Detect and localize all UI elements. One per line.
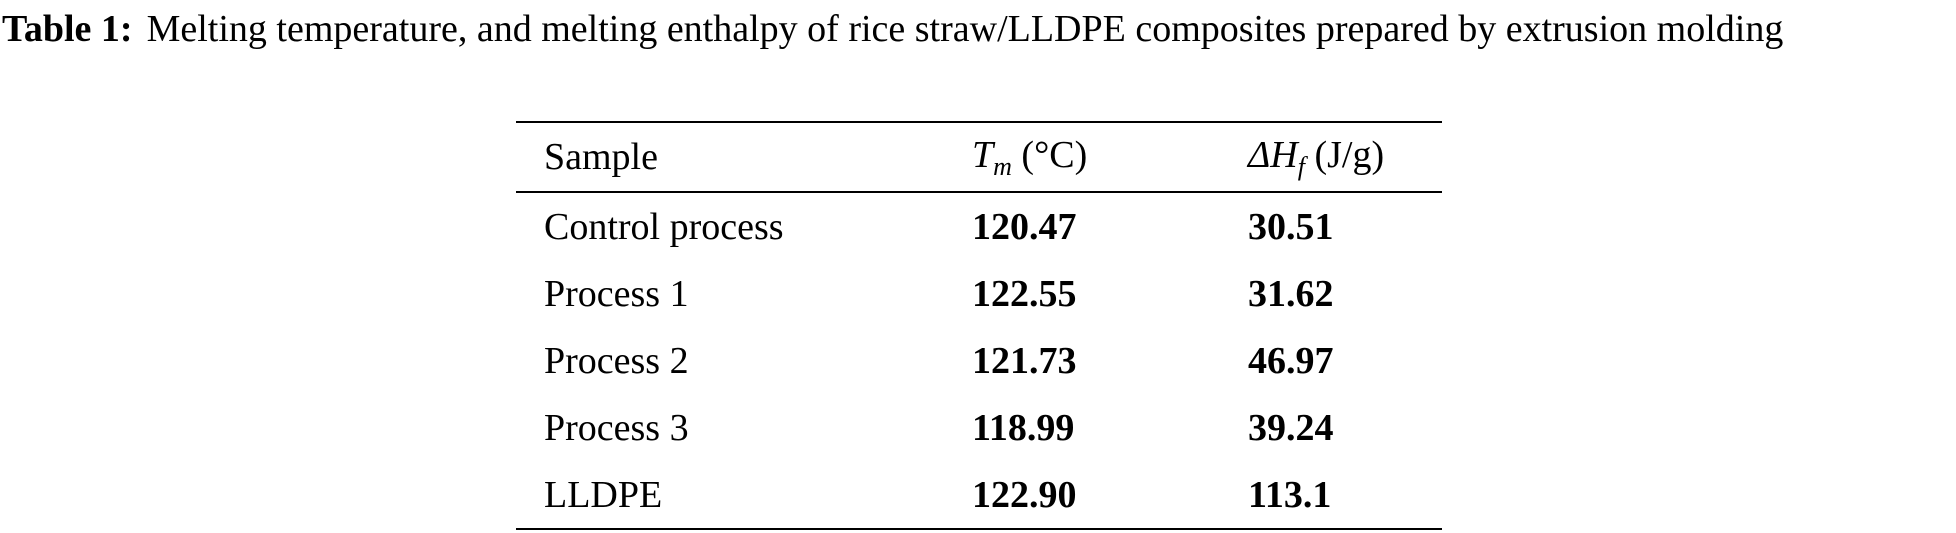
- tm-symbol: T: [972, 133, 994, 176]
- caption-label: Table 1:: [2, 8, 133, 50]
- cell-hf: 31.62: [1248, 272, 1334, 315]
- table-caption: Table 1: Melting temperature, and melting…: [2, 4, 1952, 54]
- caption-text: Melting temperature, and melting enthalp…: [146, 8, 1784, 50]
- data-table-container: Sample Tm (°C) ΔHf (J/g) Control process…: [516, 121, 1442, 530]
- melting-data-table: Sample Tm (°C) ΔHf (J/g) Control process…: [516, 121, 1442, 530]
- tm-unit: (°C): [1021, 133, 1088, 176]
- cell-sample: Process 1: [544, 272, 689, 315]
- cell-tm: 122.55: [972, 272, 1077, 315]
- tm-subscript: m: [993, 151, 1012, 181]
- table-row: Process 3 118.99 39.24: [516, 394, 1442, 461]
- hf-unit: (J/g): [1314, 133, 1385, 176]
- cell-hf: 30.51: [1248, 205, 1334, 248]
- table-row: Control process 120.47 30.51: [516, 192, 1442, 260]
- header-sample: Sample: [544, 136, 658, 178]
- table-row: Process 2 121.73 46.97: [516, 327, 1442, 394]
- hf-symbol: ΔH: [1248, 133, 1298, 176]
- header-tm: Tm (°C): [972, 122, 1248, 192]
- header-hf: ΔHf (J/g): [1248, 122, 1442, 192]
- cell-sample: Process 2: [544, 339, 689, 382]
- table-row: Process 1 122.55 31.62: [516, 260, 1442, 327]
- cell-hf: 46.97: [1248, 339, 1334, 382]
- cell-tm: 121.73: [972, 339, 1077, 382]
- cell-tm: 122.90: [972, 473, 1077, 516]
- cell-sample: LLDPE: [544, 473, 663, 516]
- table-row: LLDPE 122.90 113.1: [516, 461, 1442, 529]
- cell-hf: 39.24: [1248, 406, 1334, 449]
- cell-sample: Control process: [544, 205, 784, 248]
- cell-sample: Process 3: [544, 406, 689, 449]
- cell-tm: 118.99: [972, 406, 1075, 449]
- cell-hf: 113.1: [1248, 473, 1332, 516]
- hf-subscript: f: [1297, 151, 1305, 181]
- table-header-row: Sample Tm (°C) ΔHf (J/g): [516, 122, 1442, 192]
- cell-tm: 120.47: [972, 205, 1077, 248]
